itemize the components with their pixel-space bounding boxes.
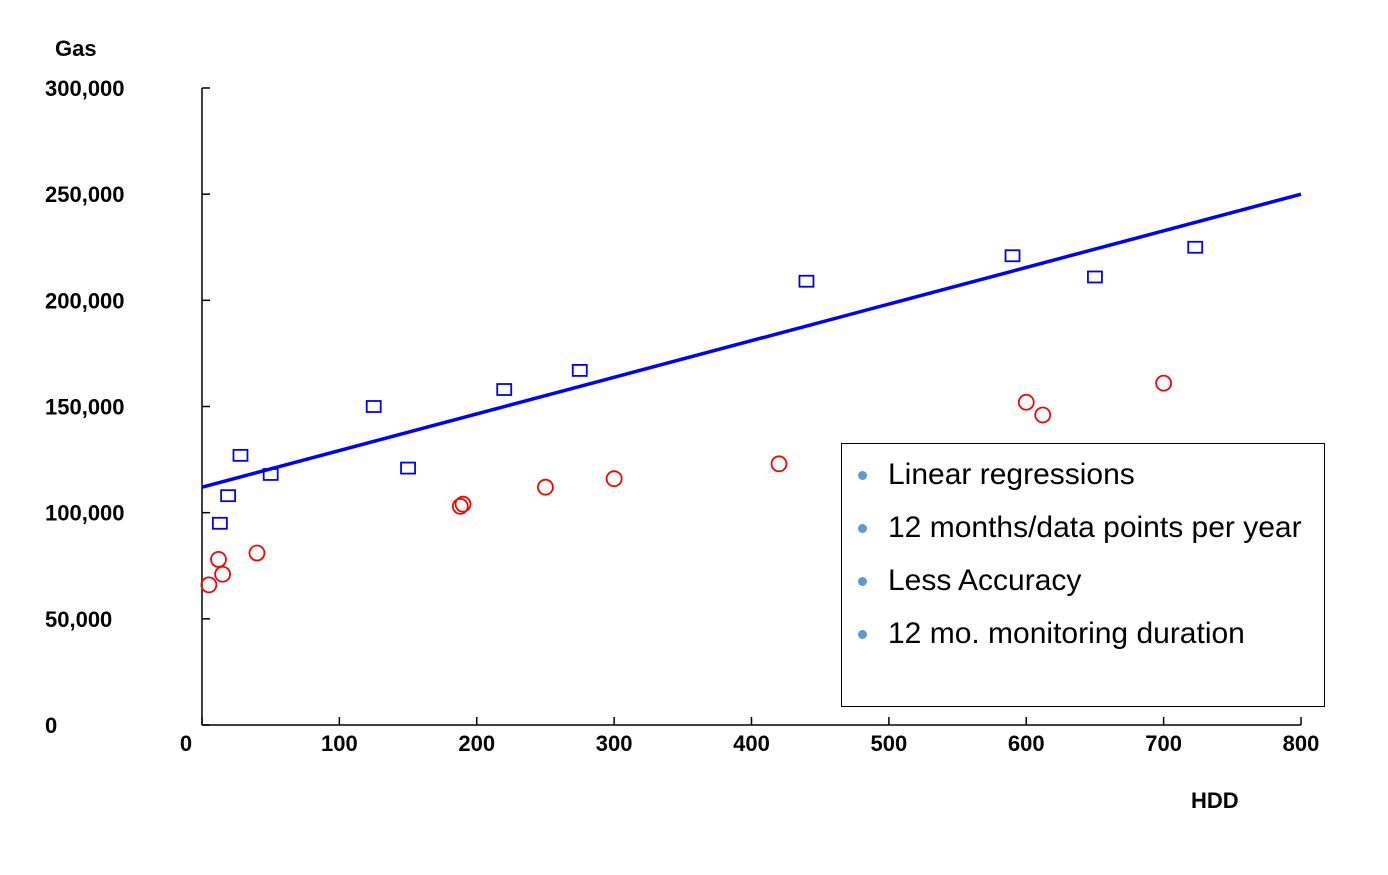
x-tick-label: 300 <box>596 731 633 756</box>
y-tick-label: 250,000 <box>45 182 125 207</box>
circle-marker <box>605 470 623 488</box>
x-axis-ticks: 0 100 200 300 400 500 600 700 800 <box>180 717 1319 756</box>
square-marker <box>1004 249 1021 263</box>
square-marker <box>571 364 588 377</box>
circle-marker <box>214 565 232 583</box>
square-marker <box>262 468 279 481</box>
bullet-icon <box>858 630 867 639</box>
note-text: 12 mo. monitoring duration <box>888 617 1245 650</box>
note-text: Less Accuracy <box>888 564 1082 597</box>
y-axis-title: Gas <box>55 36 97 61</box>
note-item: 12 months/data points per year <box>854 505 1324 551</box>
square-marker <box>400 461 416 475</box>
circle-marker <box>451 497 469 515</box>
square-marker <box>1187 240 1204 254</box>
note-item: 12 mo. monitoring duration <box>854 611 1324 657</box>
circle-marker <box>454 495 472 513</box>
note-item: Linear regressions <box>854 452 1324 498</box>
y-tick-label: 50,000 <box>45 607 112 632</box>
regression-lines <box>201 192 1302 489</box>
note-item: Less Accuracy <box>854 558 1324 604</box>
y-tick-label: 200,000 <box>45 288 125 313</box>
x-tick-label: 800 <box>1283 731 1320 756</box>
x-axis-title: HDD <box>1191 788 1239 813</box>
circle-marker <box>1017 393 1035 411</box>
circle-marker <box>248 544 266 562</box>
y-axis-ticks: 0 50,000 100,000 150,000 200,000 250,000 300,0… <box>45 76 210 738</box>
circle-marker <box>537 478 554 496</box>
circle-marker <box>1034 406 1052 424</box>
circle-marker <box>1155 374 1173 392</box>
x-tick-label: 500 <box>871 731 908 756</box>
y-tick-label: 150,000 <box>45 395 125 420</box>
square-marker <box>798 274 815 288</box>
x-tick-label: 100 <box>321 731 358 756</box>
x-tick-label: 200 <box>458 731 495 756</box>
y-tick-label: 100,000 <box>45 501 125 526</box>
circle-marker <box>210 550 227 568</box>
y-tick-label: 300,000 <box>45 76 125 101</box>
x-tick-label: 0 <box>180 731 192 756</box>
square-marker <box>365 400 382 413</box>
circle-marker <box>200 576 218 594</box>
x-tick-label: 400 <box>733 731 770 756</box>
data-points <box>200 240 1204 594</box>
x-tick-label: 600 <box>1008 731 1045 756</box>
x-tick-label: 700 <box>1145 731 1182 756</box>
bullet-icon <box>858 471 867 480</box>
regression-line <box>201 192 1302 489</box>
square-marker <box>496 383 513 396</box>
square-marker <box>232 448 249 462</box>
note-text: 12 months/data points per year <box>888 511 1302 544</box>
circle-marker <box>770 455 788 473</box>
y-tick-label: 0 <box>45 713 57 738</box>
square-marker <box>220 489 237 503</box>
bullet-icon <box>858 524 867 533</box>
square-marker <box>211 516 228 530</box>
bullet-icon <box>858 577 867 586</box>
note-text: Linear regressions <box>888 458 1135 491</box>
square-marker <box>1087 270 1103 284</box>
notes-box: Linear regressions 12 months/data points… <box>841 443 1325 707</box>
